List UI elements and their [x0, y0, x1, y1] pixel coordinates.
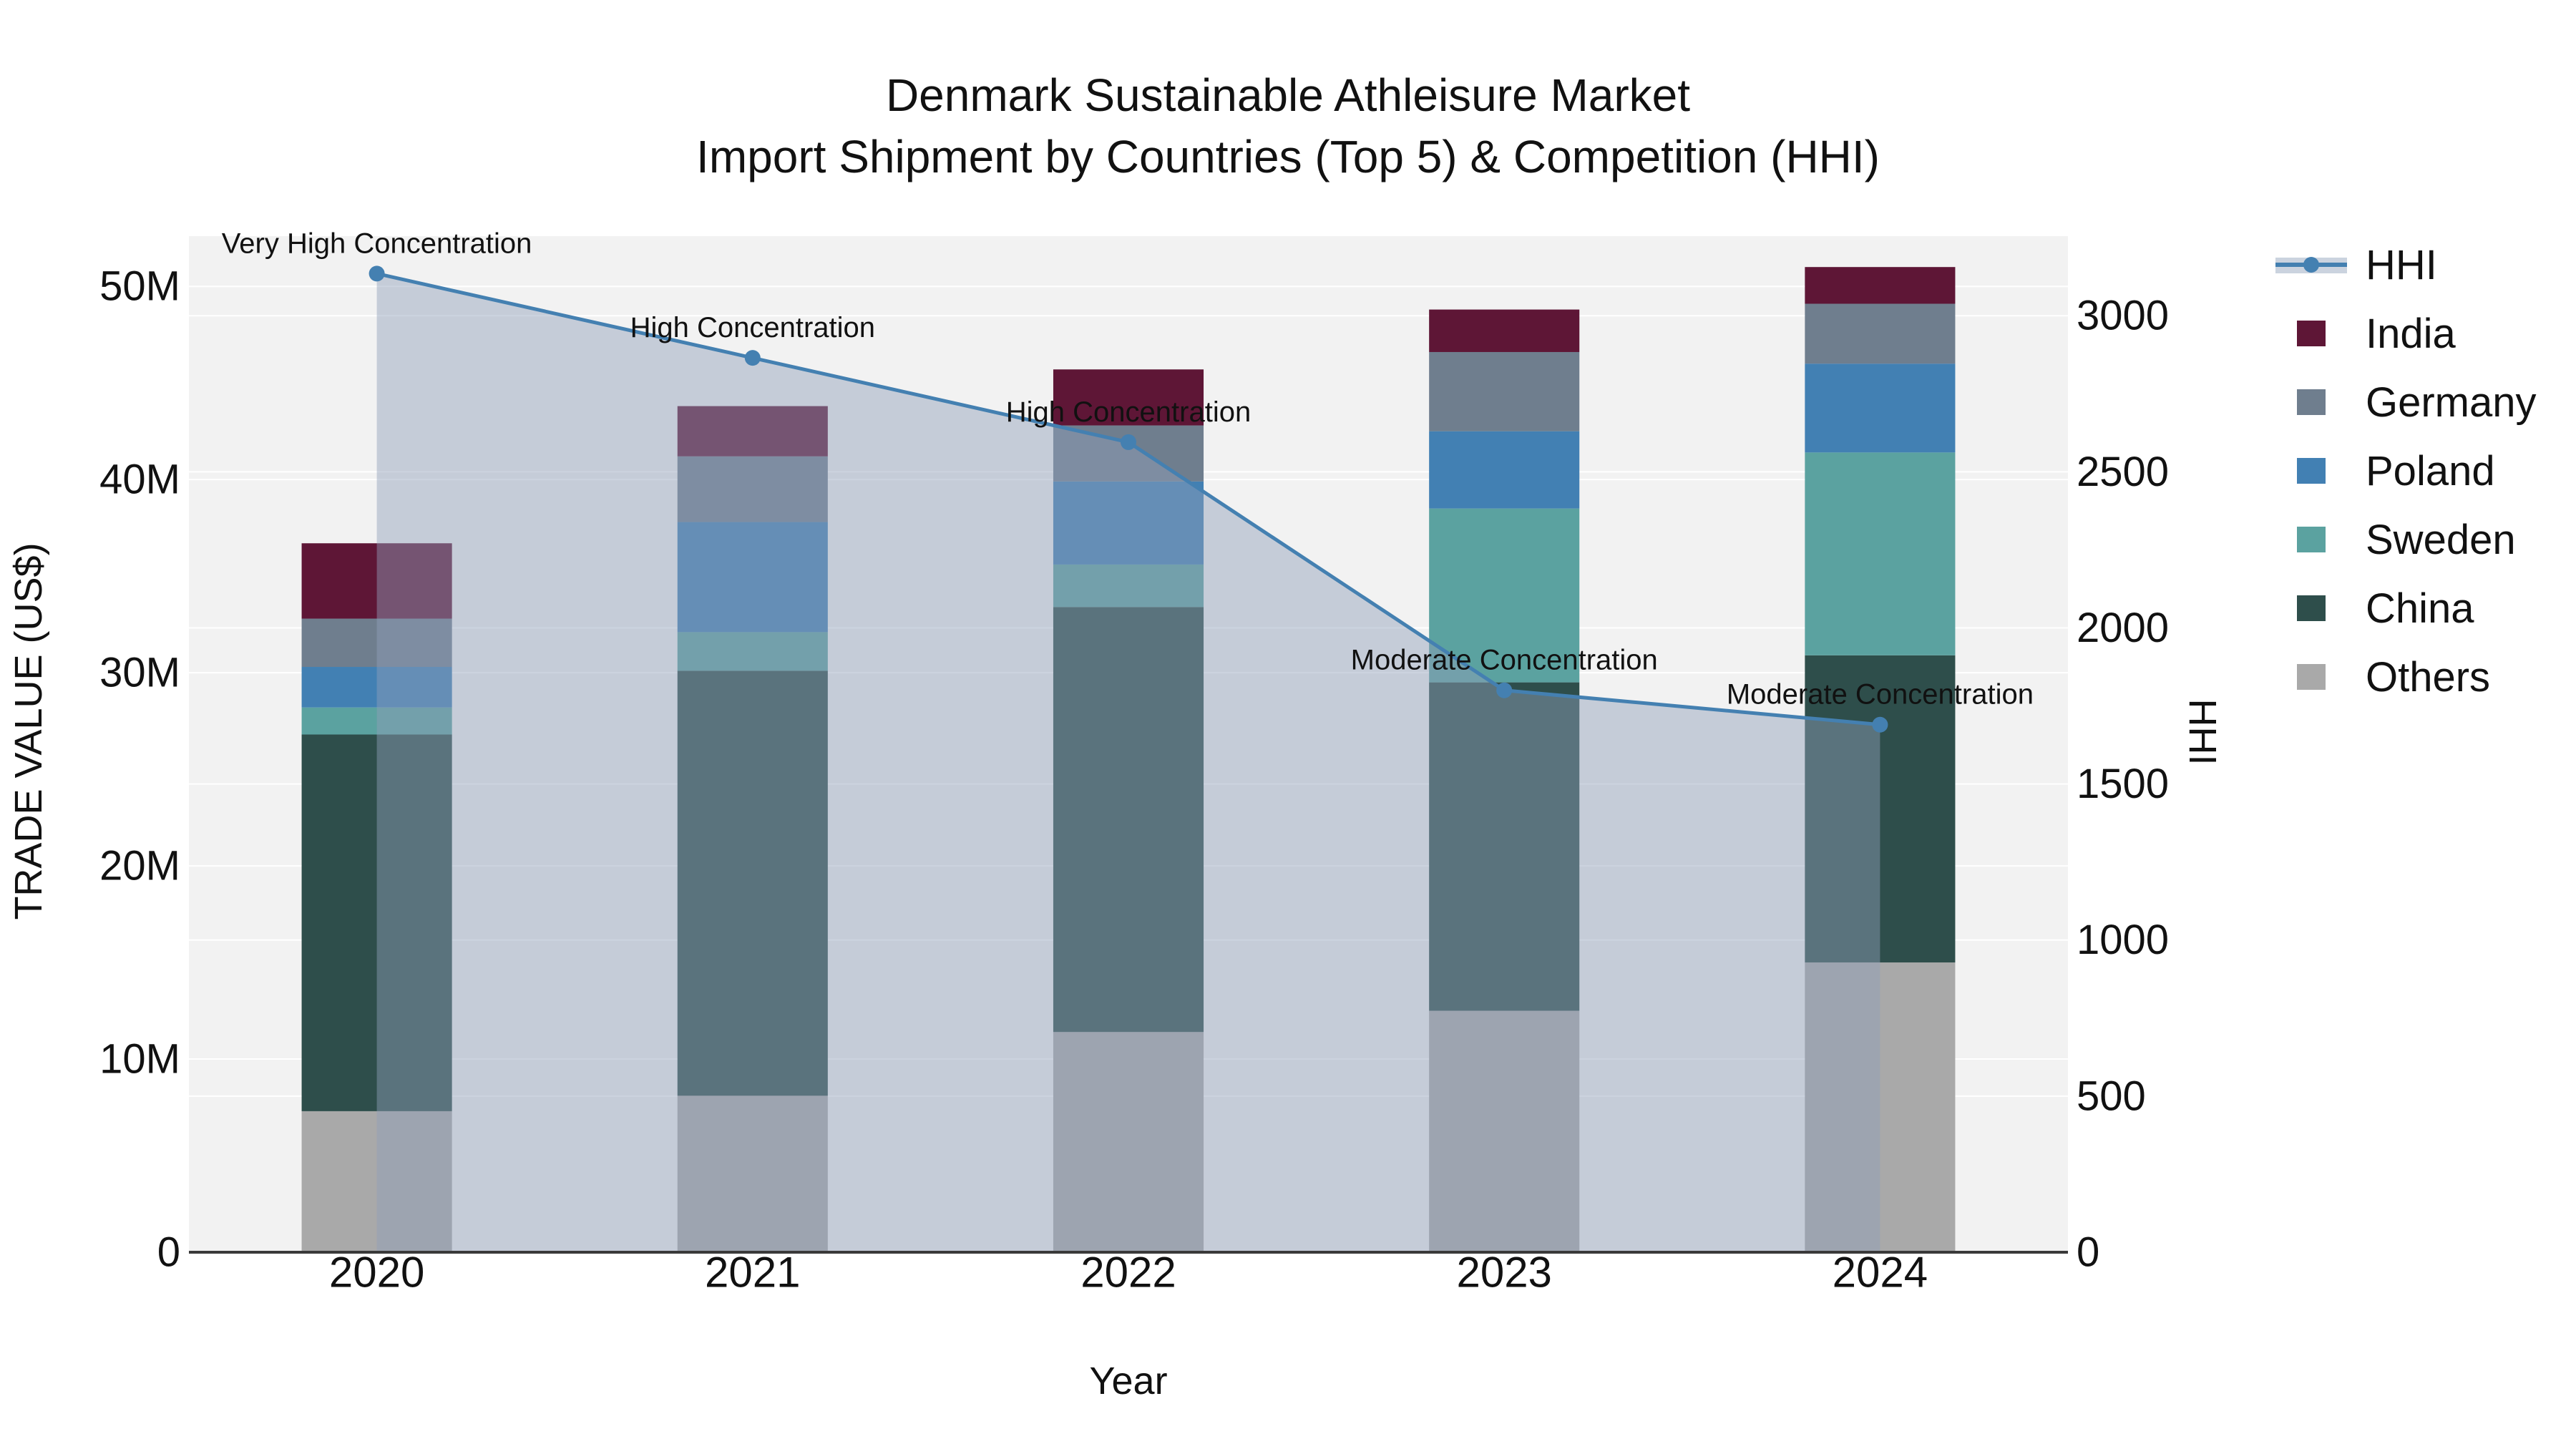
y-left-tick-label: 40M [99, 457, 180, 503]
legend-label: Others [2366, 653, 2491, 701]
legend: HHI India Germany Poland Sweden China Ot… [2275, 230, 2537, 711]
legend-label: India [2366, 310, 2456, 357]
bar-segment-germany-2024[interactable] [1805, 303, 1956, 364]
y-right-tick-label: 2500 [2077, 449, 2169, 495]
bar-segment-india-2024[interactable] [1805, 267, 1956, 304]
annotation-2023: Moderate Concentration [1351, 645, 1658, 676]
legend-label: HHI [2366, 241, 2437, 288]
legend-square-swatch-icon [2275, 661, 2347, 693]
y-right-tick-label: 1500 [2077, 761, 2169, 807]
bar-segment-others-2021[interactable] [677, 1096, 828, 1252]
y-left-tick-label: 0 [157, 1229, 180, 1276]
bar-segment-india-2021[interactable] [677, 406, 828, 457]
y-right-tick-label: 1000 [2077, 917, 2169, 963]
bar-segment-china-2020[interactable] [301, 734, 452, 1111]
legend-line-swatch-icon [2275, 249, 2347, 280]
bar-segment-others-2023[interactable] [1429, 1010, 1580, 1252]
y-axis-title-right: HHI [2181, 698, 2224, 766]
hhi-marker-2022[interactable] [1121, 434, 1136, 450]
legend-item-hhi[interactable]: HHI [2275, 230, 2537, 299]
hhi-marker-2020[interactable] [369, 265, 385, 282]
bar-segment-india-2023[interactable] [1429, 309, 1580, 352]
x-tick-label-2023: 2023 [1456, 1249, 1551, 1297]
legend-square-swatch-icon [2275, 318, 2347, 349]
bar-segment-china-2023[interactable] [1429, 682, 1580, 1011]
bar-segment-sweden-2022[interactable] [1053, 564, 1204, 608]
bar-segment-india-2022[interactable] [1053, 369, 1204, 426]
legend-item-china[interactable]: China [2275, 574, 2537, 643]
annotation-2021: High Concentration [630, 312, 875, 343]
hhi-marker-2024[interactable] [1872, 716, 1888, 733]
annotation-2024: Moderate Concentration [1727, 679, 2034, 711]
y-right-tick-label: 2000 [2077, 605, 2169, 651]
legend-label: Germany [2366, 379, 2537, 426]
legend-item-india[interactable]: India [2275, 299, 2537, 368]
x-tick-label-2024: 2024 [1833, 1249, 1928, 1297]
bar-segment-others-2022[interactable] [1053, 1032, 1204, 1252]
bar-segment-poland-2022[interactable] [1053, 481, 1204, 565]
x-tick-label-2020: 2020 [329, 1249, 424, 1297]
y-left-tick-label: 10M [99, 1036, 180, 1083]
bar-segment-others-2024[interactable] [1805, 962, 1956, 1252]
bar-segment-germany-2020[interactable] [301, 618, 452, 668]
bar-segment-germany-2023[interactable] [1429, 351, 1580, 431]
legend-item-others[interactable]: Others [2275, 643, 2537, 711]
hhi-area-fill [376, 273, 1880, 1252]
bar-segment-sweden-2021[interactable] [677, 632, 828, 671]
y-right-tick-label: 500 [2077, 1073, 2146, 1119]
y-left-tick-label: 30M [99, 650, 180, 696]
y-left-tick-label: 20M [99, 843, 180, 889]
legend-label: Sweden [2366, 516, 2516, 563]
y-axis-title-left: TRADE VALUE (US$) [7, 542, 50, 920]
legend-label: Poland [2366, 447, 2495, 494]
y-left-tick-label: 50M [99, 263, 180, 310]
legend-square-swatch-icon [2275, 592, 2347, 624]
legend-square-swatch-icon [2275, 386, 2347, 418]
x-tick-label-2021: 2021 [705, 1249, 800, 1297]
bar-segment-china-2021[interactable] [677, 670, 828, 1096]
bar-segment-sweden-2023[interactable] [1429, 508, 1580, 683]
bar-segment-poland-2021[interactable] [677, 522, 828, 633]
x-tick-label-2022: 2022 [1080, 1249, 1176, 1297]
bar-segment-others-2020[interactable] [301, 1111, 452, 1252]
bar-segment-poland-2023[interactable] [1429, 431, 1580, 509]
chart-title: Denmark Sustainable Athleisure Market Im… [0, 64, 2576, 187]
legend-item-poland[interactable]: Poland [2275, 436, 2537, 505]
legend-label: China [2366, 585, 2474, 632]
bar-segment-china-2024[interactable] [1805, 655, 1956, 963]
hhi-marker-2023[interactable] [1496, 682, 1513, 698]
y-right-tick-label: 3000 [2077, 293, 2169, 339]
y-right-tick-label: 0 [2077, 1229, 2099, 1276]
annotation-2022: High Concentration [1006, 396, 1251, 428]
annotation-2020: Very High Concentration [222, 228, 532, 259]
bar-segment-india-2020[interactable] [301, 543, 452, 619]
bar-segment-china-2022[interactable] [1053, 607, 1204, 1033]
bar-segment-poland-2020[interactable] [301, 667, 452, 708]
bar-segment-poland-2024[interactable] [1805, 364, 1956, 453]
legend-item-germany[interactable]: Germany [2275, 368, 2537, 436]
legend-item-sweden[interactable]: Sweden [2275, 505, 2537, 574]
chart-title-line2: Import Shipment by Countries (Top 5) & C… [696, 131, 1880, 182]
hhi-marker-2021[interactable] [744, 350, 761, 366]
legend-square-swatch-icon [2275, 524, 2347, 555]
legend-square-swatch-icon [2275, 455, 2347, 487]
bar-segment-germany-2021[interactable] [677, 456, 828, 522]
x-axis-title: Year [1089, 1360, 1168, 1402]
bar-segment-sweden-2020[interactable] [301, 707, 452, 735]
bar-segment-sweden-2024[interactable] [1805, 452, 1956, 655]
chart-title-line1: Denmark Sustainable Athleisure Market [885, 69, 1691, 121]
